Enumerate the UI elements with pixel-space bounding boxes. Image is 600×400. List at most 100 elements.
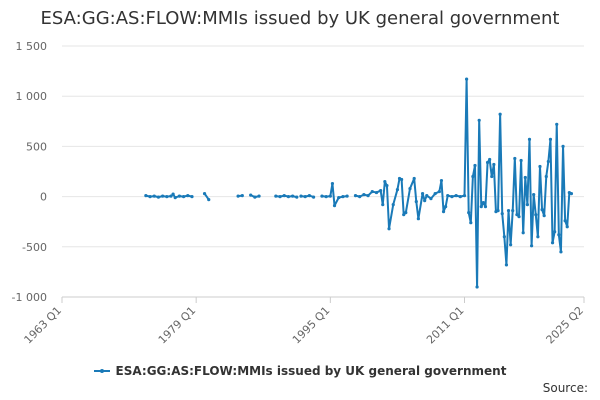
data-point[interactable] [513,156,517,161]
data-point[interactable] [550,241,555,245]
data-point[interactable] [286,195,291,199]
data-point[interactable] [548,137,553,141]
data-point[interactable] [504,263,509,267]
data-point[interactable] [515,213,519,217]
data-point[interactable] [496,209,500,213]
data-point[interactable] [236,194,240,198]
data-point[interactable] [502,235,506,239]
data-point[interactable] [450,195,454,199]
source-label[interactable]: Source: [542,381,588,395]
data-point[interactable] [425,194,429,198]
data-point[interactable] [278,195,282,199]
data-point[interactable] [462,194,467,198]
data-point[interactable] [177,194,181,198]
data-point[interactable] [509,243,513,247]
data-point[interactable] [257,194,261,198]
data-point[interactable] [330,181,335,186]
data-point[interactable] [303,195,307,199]
data-point[interactable] [387,227,391,231]
data-point[interactable] [437,189,441,194]
data-point[interactable] [341,195,345,199]
data-point[interactable] [307,194,311,198]
data-point[interactable] [458,195,462,199]
data-point[interactable] [553,230,557,234]
data-point[interactable] [471,174,475,179]
data-point[interactable] [366,194,370,198]
data-point[interactable] [173,196,177,200]
data-point[interactable] [544,174,548,179]
data-point[interactable] [186,194,190,198]
data-point[interactable] [165,195,169,199]
data-point[interactable] [295,195,299,199]
data-point[interactable] [408,186,412,191]
data-point[interactable] [521,231,525,235]
data-point[interactable] [152,194,156,198]
data-point[interactable] [337,196,341,200]
data-point[interactable] [249,193,253,197]
data-point[interactable] [473,163,477,168]
data-point[interactable] [161,194,165,198]
data-point[interactable] [532,192,536,197]
data-point[interactable] [525,203,530,207]
data-point[interactable] [542,214,546,218]
data-point[interactable] [557,233,561,237]
data-point[interactable] [444,205,448,209]
data-point[interactable] [379,188,383,193]
data-point[interactable] [479,205,483,209]
data-point[interactable] [565,225,569,229]
data-point[interactable] [439,178,444,183]
data-point[interactable] [324,195,328,199]
data-point[interactable] [400,177,404,182]
data-point[interactable] [383,179,387,184]
data-point[interactable] [402,213,406,217]
data-point[interactable] [538,164,542,169]
data-point[interactable] [475,285,479,289]
data-point[interactable] [420,191,425,196]
data-point[interactable] [381,203,385,207]
data-point[interactable] [546,159,550,164]
data-point[interactable] [416,217,420,221]
data-point[interactable] [274,194,278,198]
data-point[interactable] [519,158,523,163]
data-point[interactable] [492,162,496,167]
data-point[interactable] [391,203,395,207]
data-point[interactable] [299,194,303,198]
data-point[interactable] [446,194,450,198]
data-point[interactable] [171,192,175,196]
data-point[interactable] [477,118,481,122]
data-point[interactable] [506,209,511,213]
data-point[interactable] [534,213,538,217]
data-point[interactable] [536,235,540,239]
data-point[interactable] [481,201,485,205]
data-point[interactable] [190,195,194,199]
data-point[interactable] [527,137,532,141]
data-point[interactable] [169,194,173,198]
data-point[interactable] [404,211,408,215]
data-point[interactable] [358,195,362,199]
data-point[interactable] [253,195,257,199]
data-point[interactable] [345,194,349,198]
data-point[interactable] [569,191,574,196]
data-point[interactable] [148,195,152,199]
data-point[interactable] [311,195,316,199]
data-point[interactable] [412,176,416,181]
data-point[interactable] [332,204,337,208]
data-point[interactable] [429,197,433,201]
data-point[interactable] [353,194,358,198]
legend[interactable]: ESA:GG:AS:FLOW:MMIs issued by UK general… [0,364,600,378]
data-point[interactable] [362,192,366,197]
data-point[interactable] [202,191,207,196]
data-point[interactable] [517,215,521,219]
data-point[interactable] [374,190,379,195]
data-point[interactable] [385,183,389,188]
data-point[interactable] [395,187,400,192]
data-point[interactable] [555,122,559,126]
data-point[interactable] [467,211,471,215]
data-point[interactable] [282,194,286,198]
data-point[interactable] [561,144,565,148]
data-point[interactable] [498,112,502,116]
data-point[interactable] [441,210,446,214]
data-point[interactable] [559,250,563,254]
data-point[interactable] [469,221,473,225]
data-point[interactable] [540,208,544,212]
